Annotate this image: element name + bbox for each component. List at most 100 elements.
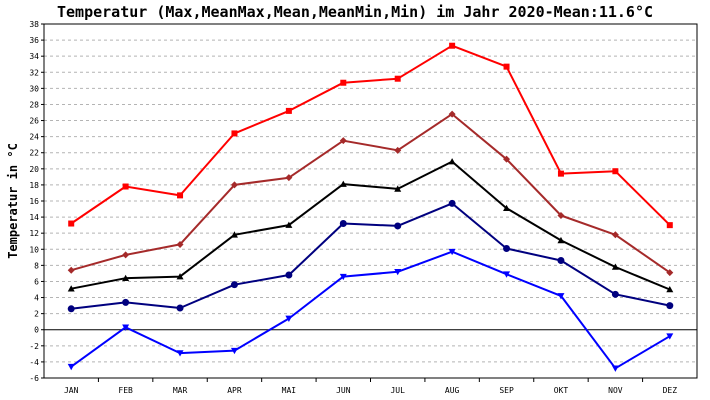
y-tick-label: -4 xyxy=(29,358,39,367)
x-tick-label: APR xyxy=(227,386,242,395)
y-tick-label: 36 xyxy=(29,36,39,45)
data-point xyxy=(666,269,674,277)
series-line xyxy=(70,44,671,226)
y-tick-label: 28 xyxy=(29,100,39,109)
y-tick-label: 22 xyxy=(29,149,39,158)
data-point xyxy=(612,168,619,175)
axes: -6-4-20246810121416182022242628303234363… xyxy=(29,20,698,395)
y-tick-label: 12 xyxy=(29,229,39,238)
data-point xyxy=(394,269,402,276)
data-point xyxy=(611,231,619,239)
x-tick-label: MAI xyxy=(282,386,297,395)
data-point xyxy=(122,251,130,259)
series-0 xyxy=(68,42,673,229)
data-point xyxy=(394,146,402,154)
data-point xyxy=(340,79,347,86)
y-tick-label: 14 xyxy=(29,213,39,222)
x-tick-label: OKT xyxy=(554,386,569,395)
y-tick-label: 20 xyxy=(29,165,39,174)
data-point xyxy=(177,192,184,199)
data-point xyxy=(285,107,292,114)
series-1 xyxy=(67,110,674,277)
data-point xyxy=(285,271,293,279)
data-point xyxy=(230,347,238,355)
series-3 xyxy=(67,199,674,313)
data-point xyxy=(68,220,75,227)
data-point xyxy=(666,222,673,229)
data-point xyxy=(176,240,184,248)
x-tick-label: JUN xyxy=(336,386,351,395)
data-point xyxy=(611,263,619,270)
data-point xyxy=(503,63,510,70)
y-tick-label: 10 xyxy=(29,245,39,254)
data-point xyxy=(503,244,511,252)
x-tick-label: DEZ xyxy=(663,386,678,395)
data-point xyxy=(611,365,619,372)
data-point xyxy=(122,298,130,306)
grid xyxy=(44,39,697,363)
x-tick-label: SEP xyxy=(499,386,514,395)
data-point xyxy=(448,110,456,118)
series xyxy=(67,42,674,372)
series-line xyxy=(70,250,671,370)
data-point xyxy=(448,158,456,165)
y-tick-label: 0 xyxy=(34,326,39,335)
data-point xyxy=(448,199,456,207)
data-point xyxy=(230,231,238,238)
data-point xyxy=(67,266,75,274)
data-point xyxy=(449,42,456,49)
series-line xyxy=(70,113,671,274)
data-point xyxy=(67,363,75,371)
data-point xyxy=(176,273,184,280)
data-point xyxy=(557,170,564,177)
series-4 xyxy=(67,248,674,372)
data-point xyxy=(122,324,130,331)
y-tick-label: 16 xyxy=(29,197,39,206)
data-point xyxy=(557,293,565,300)
chart-title: Temperatur (Max,MeanMax,Mean,MeanMin,Min… xyxy=(56,3,654,21)
data-point xyxy=(503,204,511,212)
data-point xyxy=(503,155,511,163)
series-line xyxy=(71,160,671,291)
data-point xyxy=(666,302,674,310)
data-point xyxy=(557,211,565,219)
y-tick-label: 24 xyxy=(29,133,39,142)
x-tick-label: FEB xyxy=(118,386,133,395)
data-point xyxy=(67,285,75,292)
y-tick-label: 2 xyxy=(34,310,39,319)
data-point xyxy=(176,350,184,357)
data-point xyxy=(339,180,347,187)
y-tick-label: 6 xyxy=(34,277,39,286)
data-point xyxy=(285,315,293,322)
data-point xyxy=(666,333,674,340)
data-point xyxy=(122,183,129,190)
y-tick-label: 32 xyxy=(29,68,39,77)
data-point xyxy=(230,281,238,289)
data-point xyxy=(230,181,238,189)
y-tick-label: 4 xyxy=(34,294,39,303)
y-tick-label: -2 xyxy=(29,342,39,351)
data-point xyxy=(557,257,565,265)
data-point xyxy=(503,271,511,278)
data-point xyxy=(666,286,674,293)
y-tick-label: 18 xyxy=(29,181,39,190)
y-tick-label: 38 xyxy=(29,20,39,29)
x-tick-label: JAN xyxy=(64,386,79,395)
data-point xyxy=(394,222,402,230)
data-point xyxy=(339,220,347,228)
x-tick-label: JUL xyxy=(390,386,405,395)
x-tick-label: MAR xyxy=(173,386,188,395)
x-tick-label: NOV xyxy=(608,386,623,395)
data-point xyxy=(557,236,565,244)
y-tick-label: 30 xyxy=(29,84,39,93)
data-point xyxy=(67,305,75,313)
data-point xyxy=(285,221,293,228)
data-point xyxy=(339,273,347,281)
data-point xyxy=(231,130,238,137)
x-tick-label: AUG xyxy=(445,386,460,395)
data-point xyxy=(339,137,347,145)
data-point xyxy=(122,274,130,282)
data-point xyxy=(394,75,401,82)
